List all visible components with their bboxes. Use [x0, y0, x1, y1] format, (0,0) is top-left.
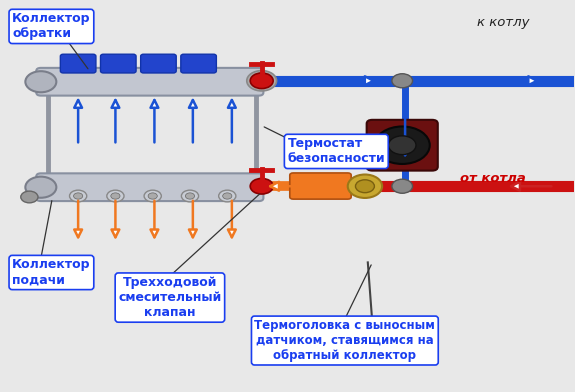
Circle shape: [223, 193, 232, 199]
Text: от котла: от котла: [459, 172, 526, 185]
Circle shape: [21, 191, 38, 203]
Text: к котлу: к котлу: [477, 16, 530, 29]
FancyBboxPatch shape: [101, 54, 136, 73]
Circle shape: [144, 190, 162, 202]
Circle shape: [392, 179, 412, 193]
Circle shape: [111, 193, 120, 199]
Circle shape: [181, 190, 198, 202]
Circle shape: [355, 180, 374, 193]
Circle shape: [389, 136, 416, 154]
Circle shape: [250, 73, 273, 89]
Circle shape: [74, 193, 83, 199]
FancyBboxPatch shape: [367, 120, 438, 171]
Text: Коллектор
обратки: Коллектор обратки: [12, 13, 91, 40]
FancyBboxPatch shape: [60, 54, 96, 73]
Circle shape: [70, 190, 87, 202]
FancyBboxPatch shape: [36, 68, 263, 96]
Circle shape: [218, 190, 236, 202]
Circle shape: [392, 74, 412, 88]
Circle shape: [348, 174, 382, 198]
FancyBboxPatch shape: [290, 173, 351, 199]
FancyBboxPatch shape: [408, 319, 436, 354]
Text: Трехходовой
смесительный
клапан: Трехходовой смесительный клапан: [118, 276, 221, 319]
Text: Коллектор
подачи: Коллектор подачи: [12, 258, 91, 287]
Circle shape: [367, 333, 385, 345]
FancyBboxPatch shape: [181, 54, 216, 73]
Circle shape: [107, 190, 124, 202]
Circle shape: [247, 71, 277, 91]
Circle shape: [25, 177, 56, 198]
Text: Термоголовка с выносным
датчиком, ставящимся на
обратный коллектор: Термоголовка с выносным датчиком, ставящ…: [254, 319, 435, 362]
Circle shape: [375, 127, 430, 164]
Circle shape: [148, 193, 158, 199]
Circle shape: [25, 71, 56, 92]
Circle shape: [250, 178, 273, 194]
Text: Термостат
безопасности: Термостат безопасности: [288, 138, 385, 165]
FancyBboxPatch shape: [141, 54, 176, 73]
FancyBboxPatch shape: [36, 173, 263, 201]
Circle shape: [185, 193, 194, 199]
Circle shape: [355, 324, 398, 354]
